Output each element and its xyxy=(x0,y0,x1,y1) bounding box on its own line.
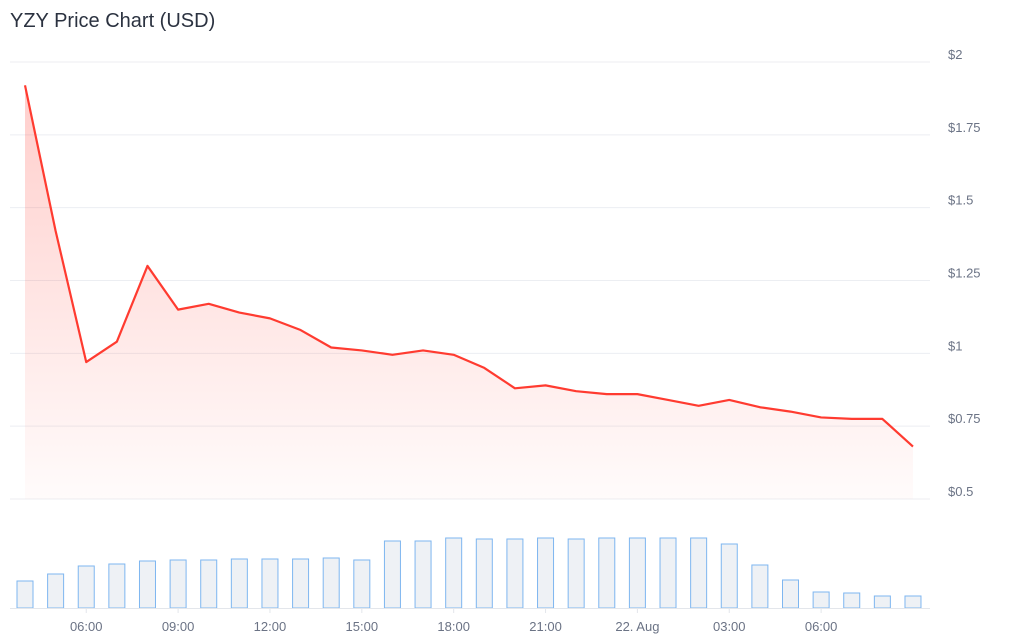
volume-bar xyxy=(628,537,646,609)
volume-bar xyxy=(261,558,279,609)
price-area xyxy=(25,85,913,499)
x-tick-label: 06:00 xyxy=(805,619,838,634)
volume-bar xyxy=(904,595,922,609)
volume-bar xyxy=(108,563,126,609)
volume-bar xyxy=(720,543,738,609)
volume-bar xyxy=(475,538,493,609)
volume-bar xyxy=(322,557,340,609)
volume-bar xyxy=(659,537,677,609)
volume-bar xyxy=(169,559,187,609)
volume-bar xyxy=(537,537,555,609)
volume-bar xyxy=(873,595,891,609)
volume-bar xyxy=(200,559,218,609)
y-tick-label: $1.5 xyxy=(948,193,973,208)
volume-bar xyxy=(353,559,371,609)
x-tick-label: 21:00 xyxy=(529,619,562,634)
y-tick-label: $1.25 xyxy=(948,266,981,281)
x-tick-label: 09:00 xyxy=(162,619,195,634)
volume-bar xyxy=(843,592,861,609)
x-tick-label: 06:00 xyxy=(70,619,103,634)
volume-bar xyxy=(782,579,799,609)
volume-bar xyxy=(812,591,830,609)
volume-bar xyxy=(77,565,95,609)
y-tick-label: $0.5 xyxy=(948,484,973,499)
y-tick-label: $0.75 xyxy=(948,411,981,426)
x-tick-label: 03:00 xyxy=(713,619,746,634)
price-line xyxy=(23,85,914,448)
y-tick-label: $1 xyxy=(948,338,962,353)
volume-bar xyxy=(445,537,463,609)
volume-bar xyxy=(383,540,401,609)
chart-title: YZY Price Chart (USD) xyxy=(10,10,216,32)
volume-bar xyxy=(292,558,310,609)
x-tick-label: 22. Aug xyxy=(615,619,659,634)
y-tick-label: $2 xyxy=(948,47,962,62)
volume-bar xyxy=(506,538,524,609)
volume-bar xyxy=(567,538,585,609)
volume-bar xyxy=(138,560,156,609)
x-tick-label: 18:00 xyxy=(437,619,470,634)
volume-bar xyxy=(414,540,432,609)
volume-bar xyxy=(598,537,616,609)
x-tick-label: 12:00 xyxy=(254,619,287,634)
x-tick-label: 15:00 xyxy=(346,619,379,634)
volume-bar xyxy=(16,580,34,609)
volume-bar xyxy=(47,573,65,609)
volume-bar xyxy=(751,564,769,609)
volume-bar xyxy=(690,537,708,609)
y-tick-label: $1.75 xyxy=(948,120,981,135)
volume-bar xyxy=(230,558,248,609)
